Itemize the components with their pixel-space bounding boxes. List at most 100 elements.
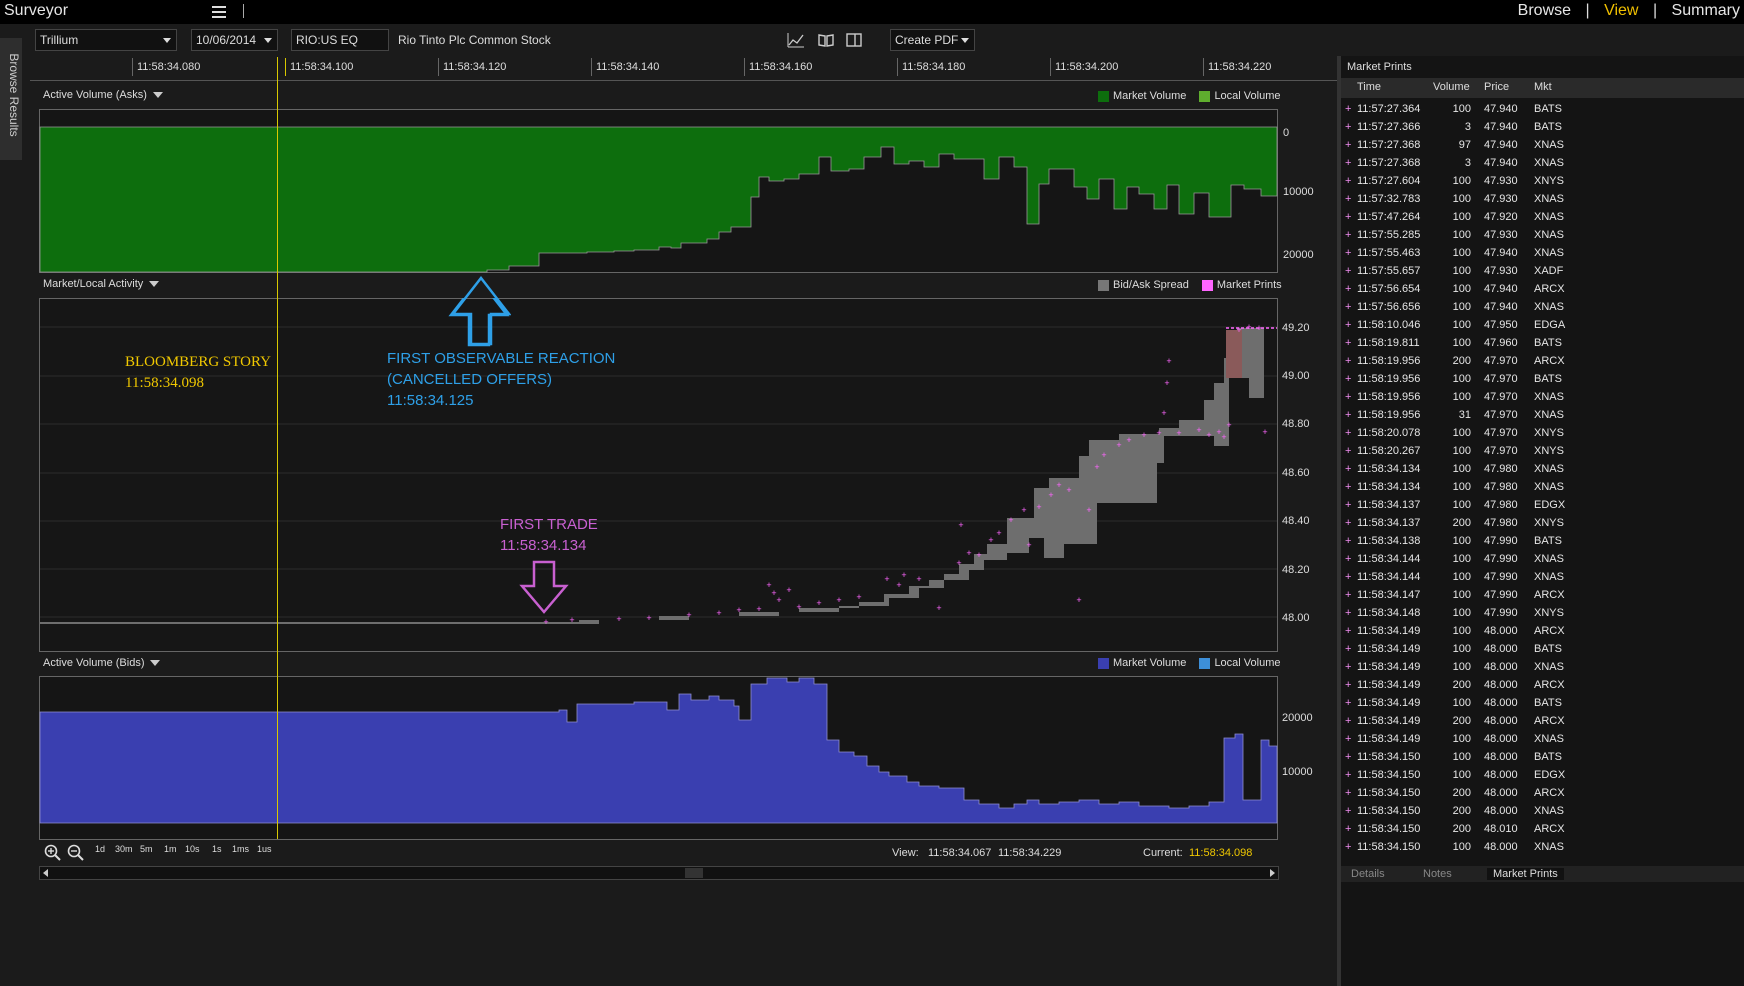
asks-panel-dropdown[interactable]: Active Volume (Asks) [43,89,163,101]
zoom-1m[interactable]: 1m [164,844,177,854]
timeline-scrollbar[interactable] [39,866,1279,880]
table-row[interactable]: +11:58:34.150 100 48.000 XNAS [1341,838,1744,856]
expand-plus-icon[interactable]: + [1345,301,1352,313]
split-view-icon[interactable] [845,31,863,49]
expand-plus-icon[interactable]: + [1345,355,1352,367]
table-row[interactable]: +11:58:19.956 31 47.970 XNAS [1341,406,1744,424]
nav-summary[interactable]: Summary [1671,2,1740,19]
expand-plus-icon[interactable]: + [1345,841,1352,853]
date-select[interactable]: 10/06/2014 [191,29,278,51]
expand-plus-icon[interactable]: + [1345,769,1352,781]
expand-plus-icon[interactable]: + [1345,589,1352,601]
scroll-right-icon[interactable] [1270,869,1275,877]
expand-plus-icon[interactable]: + [1345,661,1352,673]
browse-results-tab[interactable] [0,38,22,160]
bids-volume-chart[interactable] [39,676,1279,841]
activity-panel-dropdown[interactable]: Market/Local Activity [43,278,160,290]
expand-plus-icon[interactable]: + [1345,391,1352,403]
news-time-marker[interactable] [277,57,278,839]
expand-plus-icon[interactable]: + [1345,751,1352,763]
zoom-1ms[interactable]: 1ms [232,844,250,854]
hamburger-menu-icon[interactable] [212,6,226,18]
expand-plus-icon[interactable]: + [1345,697,1352,709]
source-select[interactable]: Trillium [35,29,177,51]
expand-plus-icon[interactable]: + [1345,535,1352,547]
chart-icon[interactable] [787,31,805,49]
expand-plus-icon[interactable]: + [1345,715,1352,727]
zoom-30m[interactable]: 30m [115,844,133,854]
table-row[interactable]: +11:57:55.285 100 47.930 XNAS [1341,226,1744,244]
expand-plus-icon[interactable]: + [1345,805,1352,817]
table-row[interactable]: +11:57:27.368 97 47.940 XNAS [1341,136,1744,154]
table-row[interactable]: +11:58:34.150 200 48.010 ARCX [1341,820,1744,838]
asks-volume-chart[interactable]: 0 [39,109,1279,274]
column-header-price[interactable]: Price [1484,81,1510,93]
symbol-input[interactable]: RIO:US EQ [291,29,389,51]
zoom-out-icon[interactable] [67,844,85,862]
zoom-10s[interactable]: 10s [185,844,200,854]
tab-market-prints[interactable]: Market Prints [1487,868,1564,880]
nav-browse[interactable]: Browse [1517,2,1572,19]
table-row[interactable]: +11:58:19.956 100 47.970 BATS [1341,370,1744,388]
table-row[interactable]: +11:57:27.368 3 47.940 XNAS [1341,154,1744,172]
zoom-5m[interactable]: 5m [140,844,153,854]
expand-plus-icon[interactable]: + [1345,553,1352,565]
expand-plus-icon[interactable]: + [1345,139,1352,151]
expand-plus-icon[interactable]: + [1345,229,1352,241]
expand-plus-icon[interactable]: + [1345,265,1352,277]
expand-plus-icon[interactable]: + [1345,607,1352,619]
expand-plus-icon[interactable]: + [1345,157,1352,169]
create-pdf-button[interactable]: Create PDF [890,29,975,51]
expand-plus-icon[interactable]: + [1345,463,1352,475]
scroll-thumb[interactable] [685,868,703,878]
expand-plus-icon[interactable]: + [1345,337,1352,349]
tab-notes[interactable]: Notes [1423,868,1452,880]
expand-plus-icon[interactable]: + [1345,499,1352,511]
table-row[interactable]: +11:58:34.144 100 47.990 XNAS [1341,550,1744,568]
expand-plus-icon[interactable]: + [1345,625,1352,637]
table-row[interactable]: +11:58:34.149 100 48.000 XNAS [1341,658,1744,676]
expand-plus-icon[interactable]: + [1345,643,1352,655]
expand-plus-icon[interactable]: + [1345,823,1352,835]
expand-plus-icon[interactable]: + [1345,175,1352,187]
market-activity-chart[interactable]: + + + + + + + + ++++ + + + + +++ + ++++ ++++ ++++ … [39,298,1279,653]
table-row[interactable]: +11:57:56.654 100 47.940 ARCX [1341,280,1744,298]
table-row[interactable]: +11:58:34.149 100 48.000 BATS [1341,640,1744,658]
table-row[interactable]: +11:58:34.149 200 48.000 ARCX [1341,676,1744,694]
table-row[interactable]: +11:58:34.134 100 47.980 XNAS [1341,460,1744,478]
bids-panel-dropdown[interactable]: Active Volume (Bids) [43,657,161,669]
table-row[interactable]: +11:58:19.811 100 47.960 BATS [1341,334,1744,352]
expand-plus-icon[interactable]: + [1345,247,1352,259]
table-row[interactable]: +11:57:56.656 100 47.940 XNAS [1341,298,1744,316]
table-row[interactable]: +11:58:34.149 100 48.000 ARCX [1341,622,1744,640]
table-row[interactable]: +11:58:34.149 100 48.000 XNAS [1341,730,1744,748]
zoom-1s[interactable]: 1s [212,844,222,854]
table-row[interactable]: +11:57:27.604 100 47.930 XNYS [1341,172,1744,190]
table-row[interactable]: +11:58:34.137 100 47.980 EDGX [1341,496,1744,514]
expand-plus-icon[interactable]: + [1345,445,1352,457]
table-row[interactable]: +11:58:34.149 200 48.000 ARCX [1341,712,1744,730]
expand-plus-icon[interactable]: + [1345,121,1352,133]
expand-plus-icon[interactable]: + [1345,787,1352,799]
expand-plus-icon[interactable]: + [1345,427,1352,439]
table-row[interactable]: +11:57:55.463 100 47.940 XNAS [1341,244,1744,262]
scroll-left-icon[interactable] [43,869,48,877]
expand-plus-icon[interactable]: + [1345,517,1352,529]
table-row[interactable]: +11:57:47.264 100 47.920 XNAS [1341,208,1744,226]
zoom-1d[interactable]: 1d [95,844,106,854]
table-row[interactable]: +11:58:34.147 100 47.990 ARCX [1341,586,1744,604]
column-header-time[interactable]: Time [1357,81,1382,93]
table-row[interactable]: +11:58:34.150 100 48.000 EDGX [1341,766,1744,784]
table-row[interactable]: +11:58:34.150 200 48.000 XNAS [1341,802,1744,820]
expand-plus-icon[interactable]: + [1345,733,1352,745]
table-row[interactable]: +11:58:19.956 100 47.970 XNAS [1341,388,1744,406]
table-row[interactable]: +11:58:20.078 100 47.970 XNYS [1341,424,1744,442]
table-row[interactable]: +11:58:34.134 100 47.980 XNAS [1341,478,1744,496]
nav-view[interactable]: View [1604,2,1639,19]
book-icon[interactable] [817,31,835,49]
expand-plus-icon[interactable]: + [1345,283,1352,295]
table-row[interactable]: +11:58:34.149 100 48.000 BATS [1341,694,1744,712]
column-header-mkt[interactable]: Mkt [1534,81,1552,93]
expand-plus-icon[interactable]: + [1345,679,1352,691]
table-row[interactable]: +11:58:34.150 200 48.000 ARCX [1341,784,1744,802]
